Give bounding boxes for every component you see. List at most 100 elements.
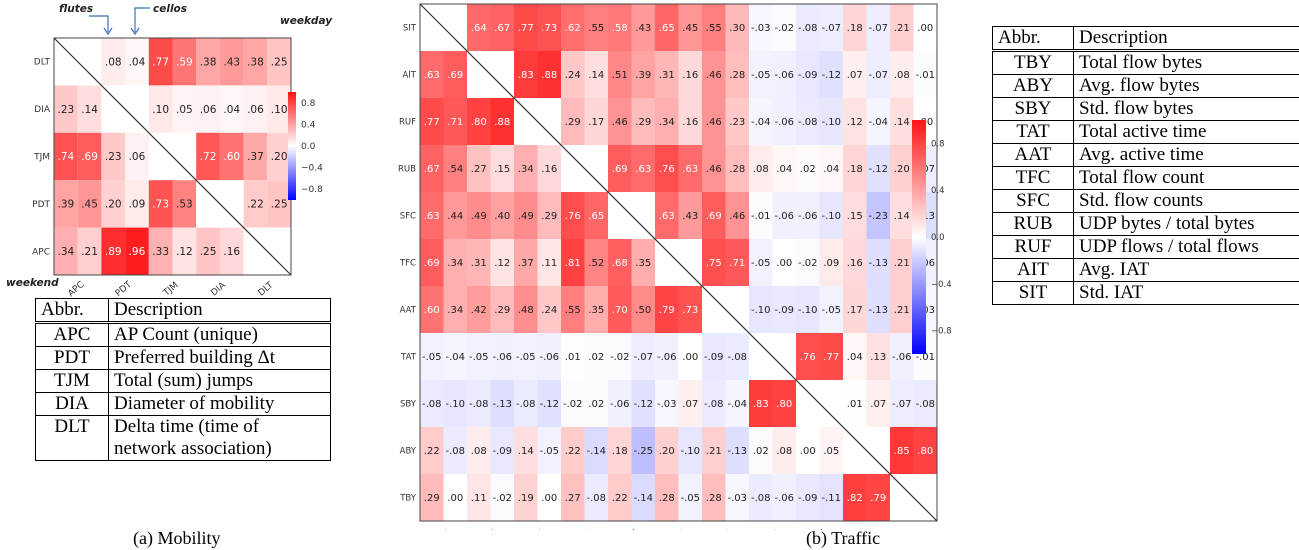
cell-value-label: .89 (105, 246, 122, 258)
heatmap-cell (443, 286, 467, 333)
cell-value-label: .04 (847, 352, 863, 363)
cell-value-label: .31 (659, 70, 675, 81)
heatmap-cell (655, 474, 679, 521)
heatmap-cell (267, 38, 291, 86)
heatmap-cell (537, 145, 561, 192)
heatmap-cell (196, 132, 220, 181)
cell-value-label: .16 (223, 246, 240, 258)
heatmap-cell (219, 38, 244, 86)
heatmap-cell (420, 145, 444, 192)
heatmap-cell (890, 145, 914, 192)
heatmap-cell (843, 98, 867, 145)
cell-value-label: .49 (518, 211, 534, 222)
heatmap-cell (125, 85, 149, 133)
colorbar (288, 92, 296, 200)
cell-value-label: -.05 (516, 352, 536, 363)
cell-value-label: .29 (494, 305, 510, 316)
heatmap-cell (420, 286, 444, 333)
heatmap-cell (490, 4, 514, 51)
heatmap-cell (54, 85, 78, 133)
cell-value-label: .24 (565, 70, 581, 81)
heatmap-cell (819, 4, 843, 51)
cell-value-label: .65 (588, 211, 604, 222)
heatmap-cell (843, 427, 867, 474)
heatmap-cell (490, 239, 514, 286)
heatmap-cell (796, 192, 820, 239)
cell-value-label: -.08 (469, 399, 489, 410)
colorbar (912, 120, 926, 354)
heatmap-cell (443, 474, 467, 521)
cell-value-label: .77 (823, 352, 839, 363)
heatmap-cell (843, 51, 867, 98)
row-tick-label: TJM (33, 153, 50, 163)
cell-value-label: .63 (659, 211, 675, 222)
heatmap-cell (702, 286, 726, 333)
cell-value-label: .54 (447, 164, 463, 175)
cell-value-label: .06 (247, 104, 264, 116)
heatmap-cell (796, 4, 820, 51)
cell-value-label: .42 (471, 305, 487, 316)
cell-value-label: .62 (565, 23, 581, 34)
heatmap-cell (843, 333, 867, 380)
cell-value-label: .71 (447, 117, 463, 128)
heatmap-cell (420, 98, 444, 145)
cell-value-label: .43 (682, 211, 698, 222)
heatmap-cell (561, 239, 585, 286)
cell-value-label: .83 (518, 70, 534, 81)
cell-value-label: .09 (823, 258, 839, 269)
cell-value-label: -.06 (798, 211, 818, 222)
column-tick-label: TAT (574, 528, 593, 530)
cell-value-label: .20 (271, 151, 288, 163)
abbr-cell: DLT (35, 415, 109, 461)
cell-value-label: .40 (494, 211, 510, 222)
cell-value-label: .74 (57, 151, 74, 163)
heatmap-cell (749, 239, 773, 286)
cell-value-label: -.12 (868, 164, 888, 175)
heatmap-cell (125, 180, 149, 228)
cell-value-label: .07 (682, 399, 698, 410)
abbr-cell: PDT (35, 346, 109, 370)
heatmap-cell (678, 98, 702, 145)
description-cell: Diameter of mobility (108, 392, 331, 416)
cell-value-label: .58 (612, 23, 628, 34)
heatmap-cell (267, 180, 291, 228)
cell-value-label: .10 (271, 104, 288, 116)
abbr-cell: ABY (992, 74, 1074, 98)
table-row: PDT Preferred building Δt (35, 346, 331, 370)
cell-value-label: .21 (894, 305, 910, 316)
row-tick-label: AIT (402, 71, 416, 81)
diagonal-line (53, 37, 292, 276)
heatmap-cell (843, 4, 867, 51)
heatmap-cell (561, 51, 585, 98)
heatmap-cell (608, 51, 632, 98)
cell-value-label: .77 (424, 117, 440, 128)
cell-value-label: .73 (152, 199, 169, 211)
table-row: AAT Avg. active time (992, 143, 1299, 167)
heatmap-cell (796, 380, 820, 427)
heatmap-cell (725, 427, 749, 474)
heatmap-cell (608, 239, 632, 286)
table-row: RUB UDP bytes / total bytes (992, 212, 1299, 236)
column-tick-label: SBY (527, 528, 546, 530)
cell-value-label: .20 (659, 446, 675, 457)
heatmap-cell (890, 380, 914, 427)
cell-value-label: .83 (753, 399, 769, 410)
abbr-cell: TBY (992, 50, 1074, 75)
cell-value-label: .67 (424, 164, 440, 175)
cell-value-label: .16 (847, 258, 863, 269)
heatmap-cell (749, 145, 773, 192)
cell-value-label: .73 (682, 305, 698, 316)
cell-value-label: .75 (706, 258, 722, 269)
table-row: DLT Delta time (time of network associati… (35, 415, 331, 461)
cell-value-label: -.05 (821, 305, 841, 316)
heatmap-cell (702, 474, 726, 521)
table-row: TAT Total active time (992, 120, 1299, 144)
heatmap-cell (866, 98, 890, 145)
heatmap-cell (655, 286, 679, 333)
cell-value-label: -.08 (727, 352, 747, 363)
heatmap-cell (443, 51, 467, 98)
heatmap-cell (866, 474, 890, 521)
heatmap-cell (561, 474, 585, 521)
heatmap-cell (584, 427, 608, 474)
heatmap-cell (584, 380, 608, 427)
